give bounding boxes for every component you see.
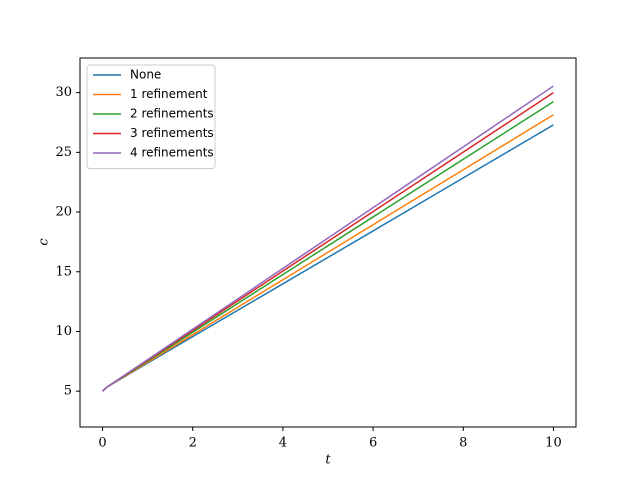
- y-tick-label: 15: [55, 264, 72, 279]
- legend-box: [86, 64, 216, 169]
- legend-label: 1 refinement: [130, 87, 208, 101]
- x-tick-label: 2: [189, 436, 197, 451]
- y-tick-label: 5: [64, 384, 72, 399]
- legend-label: None: [130, 68, 161, 82]
- x-tick-label: 0: [98, 436, 106, 451]
- x-tick-label: 8: [459, 436, 467, 451]
- legend-label: 4 refinements: [130, 146, 214, 160]
- x-tick-label: 6: [369, 436, 377, 451]
- y-tick-label: 25: [55, 145, 72, 160]
- x-tick-label: 10: [545, 436, 562, 451]
- y-tick-label: 20: [55, 205, 72, 220]
- x-tick-label: 4: [279, 436, 287, 451]
- y-tick-label: 30: [55, 85, 72, 100]
- y-tick-label: 10: [55, 324, 72, 339]
- legend-label: 2 refinements: [130, 107, 214, 121]
- x-axis-label: t: [325, 453, 331, 468]
- legend-label: 3 refinements: [130, 126, 214, 140]
- y-axis-label: c: [37, 238, 52, 246]
- series-line: [102, 85, 554, 392]
- plot-frame: [79, 57, 577, 428]
